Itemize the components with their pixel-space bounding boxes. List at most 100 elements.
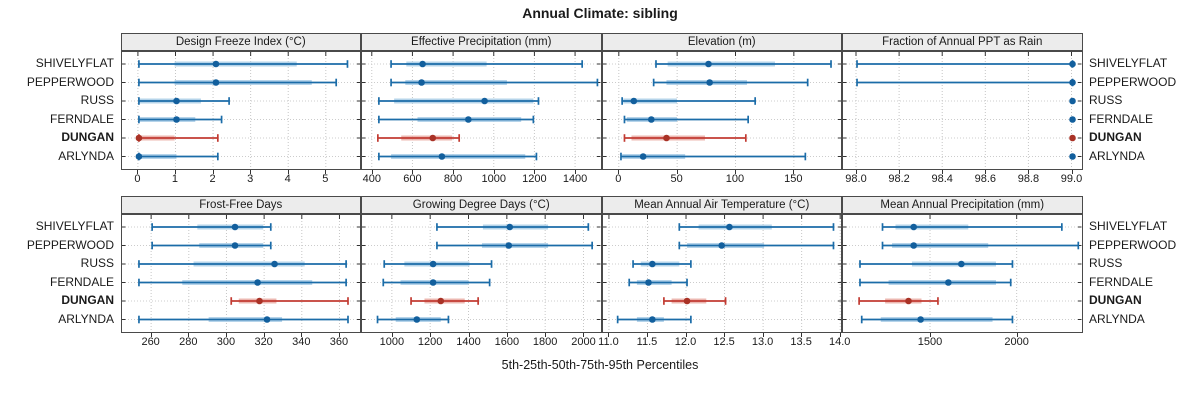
axis-tick-mark [468, 333, 470, 337]
median-dot [429, 260, 437, 268]
panel-strip-title: Elevation (m) [687, 36, 756, 48]
axis-tick-label: 1400 [456, 336, 481, 348]
median-dot [1069, 134, 1076, 142]
panel-design-freeze-index-c [120, 51, 361, 170]
median-dot [910, 223, 917, 231]
median-dot [717, 242, 725, 249]
axis-tick-label: 5 [322, 173, 329, 185]
axis-tick-mark [793, 170, 795, 174]
x-axis-title: 5th-25th-50th-75th-95th Percentiles [501, 358, 699, 372]
axis-tick-mark [930, 333, 932, 337]
panel-canvas-fraction-of-annual-ppt-as-rain [843, 52, 1082, 169]
panel-frost-free-days [120, 214, 361, 333]
median-dot [644, 279, 652, 286]
panel-strip-frost-free-days: Frost-Free Days [120, 196, 361, 214]
axis-tick-label: 1200 [522, 173, 547, 185]
panel-strip-title: Design Freeze Index (°C) [175, 36, 306, 48]
axis-tick-label: 98.2 [888, 173, 910, 185]
site-label-right-pepperwood: PEPPERWOOD [1089, 237, 1177, 252]
panel-strip-title: Mean Annual Air Temperature (°C) [634, 199, 810, 211]
median-dot [413, 316, 421, 323]
axis-tick-label: 50 [670, 173, 683, 185]
site-label-left-shivelyflat: SHIVELYFLAT [35, 219, 114, 233]
site-label-right-shivelyflat: SHIVELYFLAT [1089, 56, 1168, 70]
axis-tick-label: 100 [725, 173, 745, 185]
median-dot [263, 316, 270, 323]
median-dot [419, 60, 426, 68]
site-label-left-shivelyflat: SHIVELYFLAT [35, 56, 114, 70]
site-label-right-russ: RUSS [1089, 93, 1123, 107]
median-dot [135, 134, 142, 142]
axis-tick-label: 320 [254, 336, 273, 348]
median-dot [1069, 153, 1076, 160]
panel-mean-annual-precipitation-mm [842, 214, 1083, 333]
median-dot [429, 134, 437, 142]
axis-tick-mark [150, 333, 152, 337]
median-dot [418, 79, 425, 86]
panel-growing-degree-days-c [361, 214, 602, 333]
axis-tick-mark [608, 333, 610, 337]
axis-tick-mark [391, 333, 393, 337]
axis-tick-label: 12.5 [713, 336, 735, 348]
site-label-left-russ: RUSS [80, 93, 114, 107]
site-label-left-dungan: DUNGAN [61, 130, 114, 144]
axis-tick-mark [534, 170, 536, 174]
panel-strip-effective-precipitation-mm: Effective Precipitation (mm) [361, 33, 602, 51]
axis-tick-mark [899, 170, 901, 174]
axis-tick-label: 0 [134, 173, 141, 185]
site-label-left-dungan: DUNGAN [61, 293, 114, 307]
axis-tick-label: 0 [615, 173, 622, 185]
axis-tick-mark [338, 333, 340, 337]
axis-tick-label: 1400 [562, 173, 588, 185]
axis-tick-mark [506, 333, 508, 337]
median-dot [917, 316, 924, 323]
median-dot [958, 260, 965, 268]
axis-tick-label: 12.0 [674, 336, 697, 348]
axis-tick-mark [1071, 170, 1073, 174]
median-dot [910, 242, 917, 249]
median-dot [648, 260, 656, 268]
axis-tick-mark [685, 333, 687, 337]
axis-tick-label: 2000 [1004, 336, 1029, 348]
panel-strip-mean-annual-air-temperature-c: Mean Annual Air Temperature (°C) [601, 196, 842, 214]
axis-tick-mark [174, 170, 176, 174]
site-label-right-pepperwood: PEPPERWOOD [1089, 74, 1177, 89]
axis-tick-label: 2 [209, 173, 216, 185]
axis-tick-label: 1600 [494, 336, 520, 348]
axis-tick-label: 3 [247, 173, 254, 185]
median-dot [683, 297, 690, 305]
axis-tick-mark [301, 333, 303, 337]
axis-tick-label: 1500 [917, 336, 943, 348]
median-dot [255, 297, 263, 305]
axis-tick-label: 4 [284, 173, 291, 185]
panel-effective-precipitation-mm [361, 51, 602, 170]
median-dot [1069, 116, 1076, 123]
axis-tick-mark [646, 333, 648, 337]
axis-tick-mark [762, 333, 764, 337]
axis-tick-label: 600 [403, 173, 422, 185]
axis-tick-label: 99.0 [1060, 173, 1083, 185]
axis-tick-label: 14.0 [828, 336, 851, 348]
axis-tick-mark [225, 333, 227, 337]
axis-tick-label: 2000 [571, 336, 596, 348]
panel-strip-title: Mean Annual Precipitation (mm) [880, 199, 1045, 211]
axis-tick-mark [985, 170, 987, 174]
site-label-left-russ: RUSS [80, 256, 114, 270]
axis-tick-label: 13.5 [790, 336, 812, 348]
site-label-left-pepperwood: PEPPERWOOD [26, 74, 114, 89]
axis-tick-label: 13.0 [751, 336, 774, 348]
panel-canvas-effective-precipitation-mm [362, 52, 601, 169]
median-dot [647, 116, 655, 123]
axis-tick-label: 98.8 [1017, 173, 1040, 185]
panel-strip-design-freeze-index-c: Design Freeze Index (°C) [120, 33, 361, 51]
axis-tick-label: 11.0 [598, 336, 619, 348]
axis-tick-label: 800 [443, 173, 463, 185]
site-label-left-arlynda: ARLYNDA [58, 148, 114, 163]
panel-fraction-of-annual-ppt-as-rain [842, 51, 1083, 170]
axis-tick-label: 280 [179, 336, 198, 348]
axis-tick-mark [1028, 170, 1030, 174]
site-label-right-shivelyflat: SHIVELYFLAT [1089, 219, 1168, 233]
axis-tick-mark [287, 170, 289, 174]
panel-canvas-growing-degree-days-c [362, 215, 601, 332]
